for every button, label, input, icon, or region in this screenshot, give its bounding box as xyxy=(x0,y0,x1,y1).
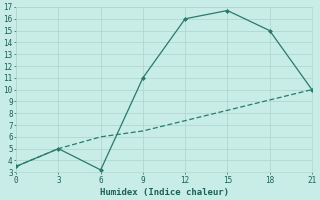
X-axis label: Humidex (Indice chaleur): Humidex (Indice chaleur) xyxy=(100,188,228,197)
